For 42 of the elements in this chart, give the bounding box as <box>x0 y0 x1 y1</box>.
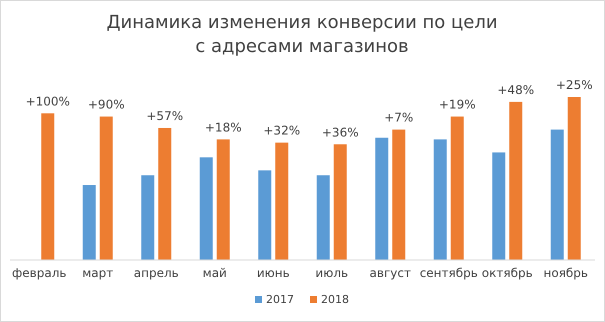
annotation: +7% <box>384 110 414 125</box>
annotation: +36% <box>322 125 359 140</box>
bar <box>100 116 113 260</box>
x-tick-label: август <box>370 266 411 280</box>
bar <box>392 130 406 260</box>
bar <box>434 139 447 260</box>
annotation: +100% <box>26 94 70 108</box>
annotation: +48% <box>497 82 534 97</box>
x-tick-label: октябрь <box>482 266 533 280</box>
bar <box>41 113 54 260</box>
bar <box>200 157 213 260</box>
bar <box>492 152 506 260</box>
annotation: +19% <box>438 98 476 112</box>
x-tick-label: май <box>202 266 227 280</box>
x-tick-label: июнь <box>256 266 290 280</box>
annotation: +18% <box>204 120 242 134</box>
x-tick-label: апрель <box>134 266 179 280</box>
x-tick-label: март <box>82 266 114 280</box>
bar <box>141 175 154 260</box>
annotation: +25% <box>556 78 593 92</box>
annotation: +90% <box>88 98 125 112</box>
chart-title: Динамика изменения конверсии по цели с адресами магазинов <box>106 12 498 57</box>
x-tick-label: февраль <box>12 266 66 280</box>
bar <box>82 185 96 260</box>
x-tick-label: ноябрь <box>544 266 588 280</box>
legend-label: 2017 <box>266 293 294 306</box>
annotation: +32% <box>263 124 300 138</box>
bar <box>509 102 522 260</box>
bar <box>375 138 388 260</box>
bar <box>158 128 172 260</box>
bar <box>550 130 564 260</box>
bar <box>275 142 288 260</box>
bar <box>450 116 464 260</box>
bar <box>316 175 330 260</box>
bar <box>334 144 347 260</box>
bar <box>568 97 581 260</box>
legend-label: 2018 <box>321 293 349 306</box>
x-tick-label: сентябрь <box>420 266 478 280</box>
bar <box>258 170 272 260</box>
bar <box>216 139 230 260</box>
x-tick-label: июль <box>315 266 348 280</box>
annotation: +57% <box>146 108 184 123</box>
